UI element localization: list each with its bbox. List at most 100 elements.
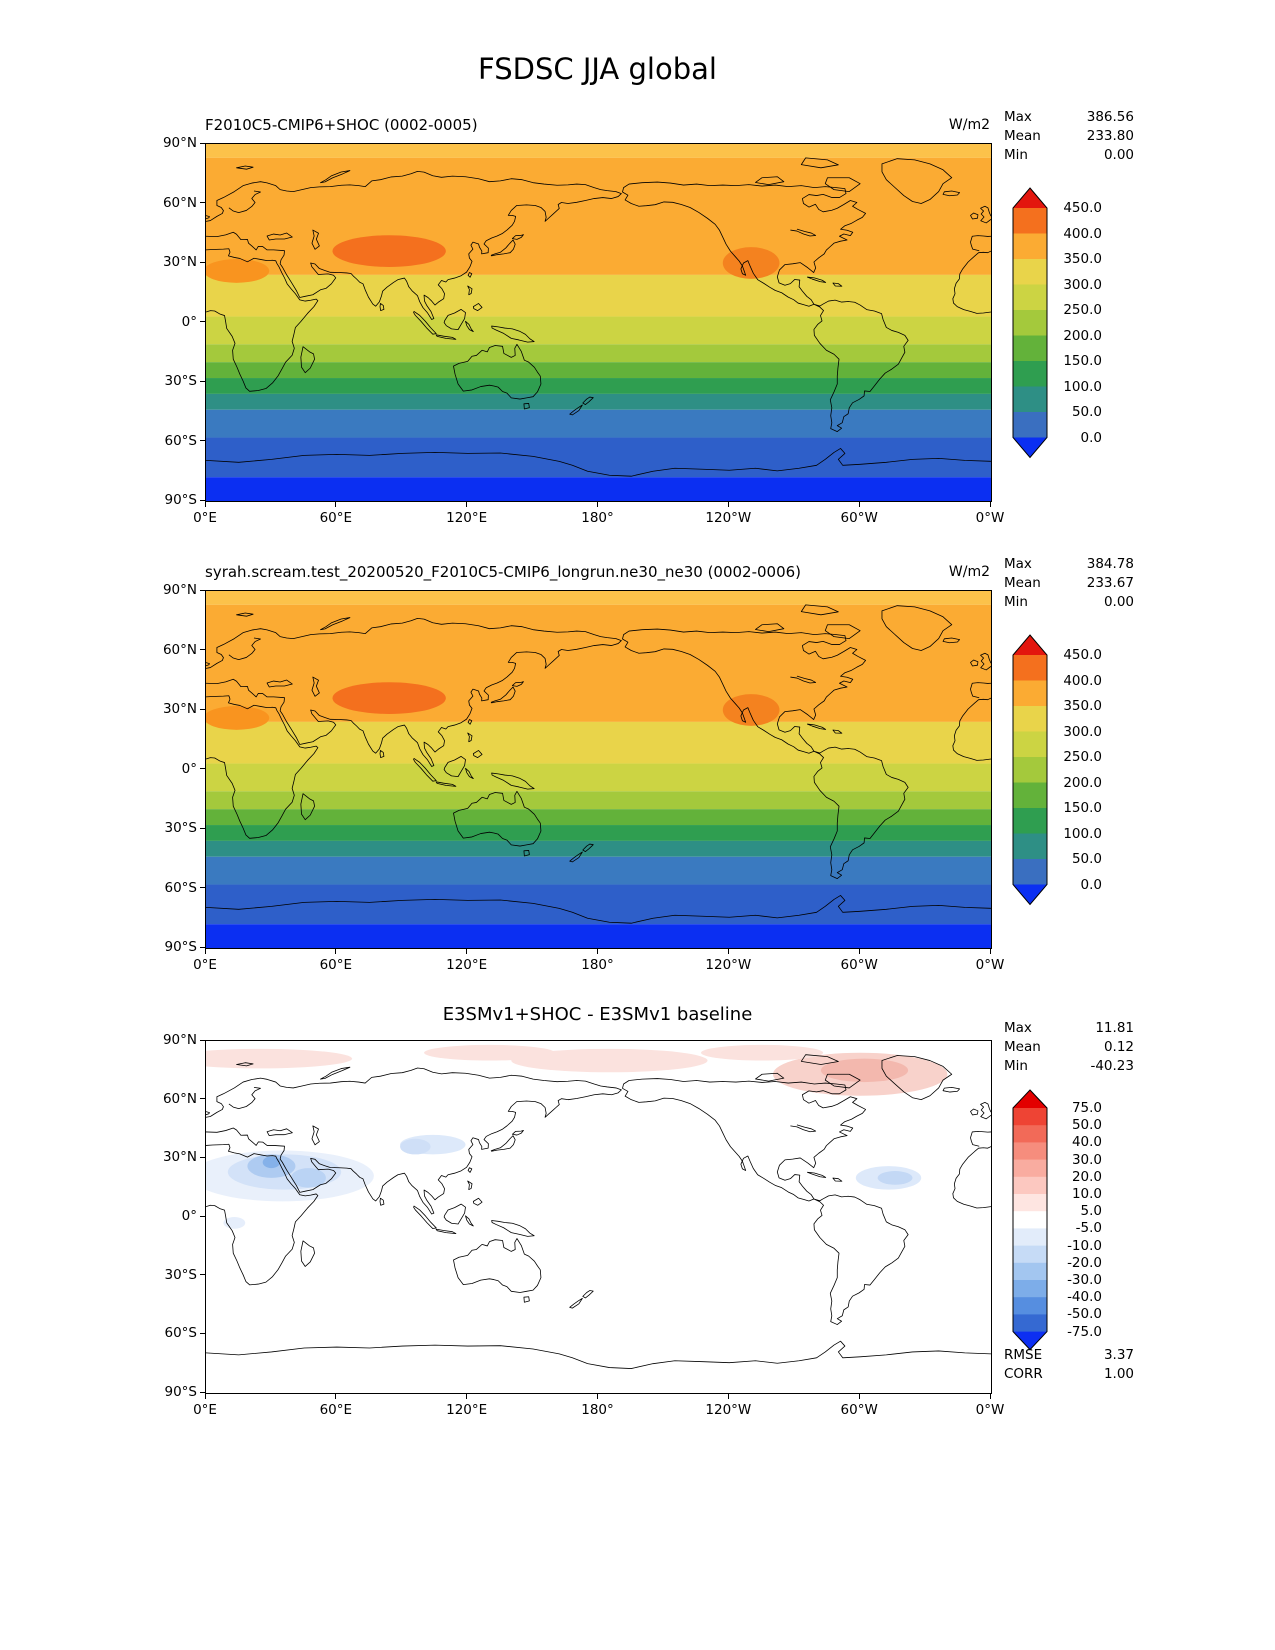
colorbar-tick-label: 350.0 — [1063, 251, 1102, 267]
colorbar-tick-label: -50.0 — [1067, 1306, 1102, 1323]
colorbar-tick-label: 300.0 — [1063, 723, 1102, 740]
y-tick-label: 30°S — [164, 1266, 198, 1283]
x-tick-mark — [597, 949, 598, 954]
x-tick-mark — [858, 949, 860, 954]
stat-row-mean: Mean 233.67 — [1004, 574, 1134, 593]
x-tick-label: 60°E — [319, 957, 353, 973]
stat-value: 0.00 — [1103, 147, 1134, 163]
y-tick-mark — [200, 142, 205, 144]
x-tick-label: 180° — [581, 1402, 614, 1418]
colorbar-tick-label: -40.0 — [1067, 1289, 1102, 1306]
y-tick-mark — [200, 1391, 205, 1393]
y-tick-mark — [200, 946, 205, 948]
y-tick-mark — [200, 380, 205, 382]
y-tick-mark — [200, 321, 205, 322]
y-tick-label: 30°N — [162, 1149, 197, 1166]
stat-row-mean: Mean 233.80 — [1004, 127, 1134, 146]
y-tick-label: 90°S — [164, 1384, 198, 1400]
x-tick-mark — [466, 502, 468, 507]
colorbar-tick-label: 350.0 — [1063, 698, 1102, 714]
x-tick-mark — [597, 502, 598, 507]
y-tick-label: 60°N — [162, 641, 197, 658]
y-tick-label: 60°S — [164, 879, 198, 896]
stat-value: 0.12 — [1103, 1039, 1134, 1055]
x-tick-label: 0°W — [975, 957, 1005, 973]
panel-1-title: F2010C5-CMIP6+SHOC (0002-0005) — [205, 116, 478, 134]
x-tick-mark — [335, 949, 337, 954]
y-tick-label: 0° — [181, 760, 197, 777]
y-tick-label: 30°S — [164, 373, 198, 389]
stat-value: 3.37 — [1103, 1347, 1134, 1363]
y-tick-mark — [200, 440, 205, 441]
stats-panel-2: Max 384.78 Mean 233.67 Min 0.00 — [1004, 555, 1134, 612]
panel-2-title: syrah.scream.test_20200520_F2010C5-CMIP6… — [205, 563, 802, 581]
y-tick-label: 30°N — [162, 254, 197, 270]
colorbar-tick-label: 50.0 — [1071, 404, 1102, 420]
coastlines — [206, 605, 991, 923]
y-tick-mark — [200, 1215, 205, 1217]
panel-1-units: W/m2 — [948, 117, 990, 133]
panel-1-header: F2010C5-CMIP6+SHOC (0002-0005) W/m2 — [205, 116, 990, 136]
panel-3-title: E3SMv1+SHOC - E3SMv1 baseline — [442, 1004, 753, 1025]
colorbar-panel-3 — [1012, 1089, 1048, 1351]
x-tick-mark — [204, 949, 206, 954]
x-tick-label: 0°E — [193, 1402, 217, 1418]
stat-row-max: Max 11.81 — [1004, 1019, 1134, 1038]
colorbar-tick-label: 0.0 — [1080, 876, 1102, 893]
colorbar-tick-label: 5.0 — [1080, 1203, 1102, 1220]
y-tick-mark — [200, 1156, 205, 1158]
x-tick-label: 60°E — [319, 510, 353, 526]
stat-value: 233.67 — [1086, 575, 1134, 591]
x-tick-mark — [989, 949, 991, 954]
colorbar-tick-label: 50.0 — [1071, 1117, 1102, 1134]
y-tick-mark — [200, 827, 205, 829]
stat-label: Mean — [1004, 575, 1041, 591]
stat-label: Max — [1004, 1020, 1032, 1036]
colorbar-tick-label: 150.0 — [1063, 353, 1102, 369]
stat-label: Mean — [1004, 1039, 1041, 1055]
colorbar-tick-label: -30.0 — [1067, 1272, 1102, 1288]
x-tick-label: 120°E — [446, 1402, 488, 1418]
stat-value: -40.23 — [1090, 1058, 1134, 1074]
stats-panel-1: Max 386.56 Mean 233.80 Min 0.00 — [1004, 108, 1134, 165]
stat-row-min: Min 0.00 — [1004, 146, 1134, 165]
x-tick-label: 180° — [581, 957, 614, 973]
stat-value: 0.00 — [1103, 594, 1134, 610]
colorbar-tick-label: -20.0 — [1067, 1254, 1102, 1271]
x-tick-mark — [335, 1394, 337, 1399]
y-tick-mark — [200, 589, 205, 591]
x-tick-mark — [858, 502, 860, 507]
colorbar-tick-label: 30.0 — [1071, 1151, 1102, 1168]
y-tick-mark — [200, 1098, 205, 1100]
y-tick-label: 90°N — [162, 1032, 197, 1048]
colorbar-tick-label: -75.0 — [1067, 1323, 1102, 1340]
x-tick-mark — [727, 1394, 729, 1399]
y-tick-label: 90°N — [162, 582, 197, 598]
x-tick-mark — [204, 1394, 206, 1399]
x-tick-label: 0°E — [193, 957, 217, 973]
stat-value: 1.00 — [1103, 1366, 1134, 1382]
map-panel-2 — [205, 590, 992, 949]
y-tick-label: 90°N — [162, 135, 197, 151]
x-tick-label: 120°W — [705, 957, 752, 973]
y-tick-mark — [200, 202, 205, 203]
colorbar-tick-label: 400.0 — [1063, 225, 1102, 242]
map-panel-3 — [205, 1040, 992, 1394]
colorbar-panel-2 — [1012, 634, 1048, 906]
y-tick-mark — [200, 1332, 205, 1334]
y-tick-label: 0° — [181, 1208, 197, 1224]
colorbar-tick-label: 100.0 — [1063, 378, 1102, 395]
stat-row-mean: Mean 0.12 — [1004, 1038, 1134, 1057]
y-tick-label: 60°S — [164, 432, 198, 449]
y-tick-label: 90°S — [164, 492, 198, 508]
y-tick-label: 30°N — [162, 701, 197, 717]
stat-label: Max — [1004, 556, 1032, 572]
y-tick-mark — [200, 261, 205, 263]
x-tick-label: 180° — [581, 510, 614, 526]
y-tick-label: 60°N — [162, 194, 197, 211]
colorbar-tick-label: -5.0 — [1075, 1220, 1102, 1237]
x-tick-mark — [466, 949, 468, 954]
panel-2-units: W/m2 — [948, 564, 990, 580]
x-tick-mark — [727, 949, 729, 954]
stat-row-rmse: RMSE 3.37 — [1004, 1346, 1134, 1365]
